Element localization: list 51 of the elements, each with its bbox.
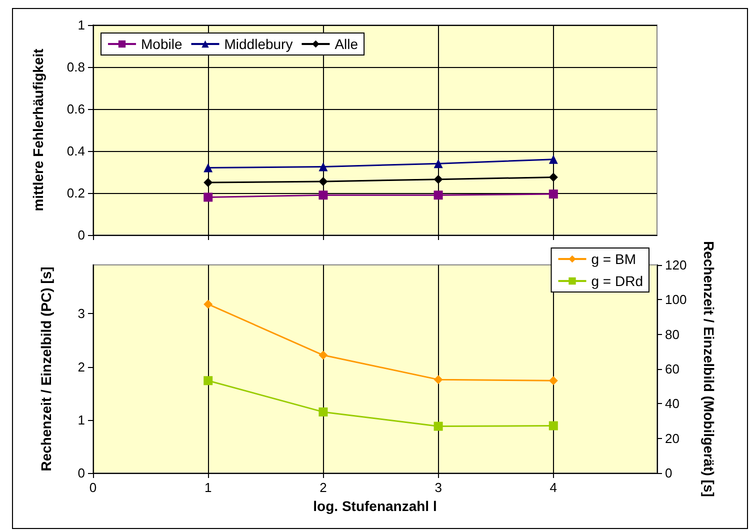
point: [318, 176, 328, 186]
y2-tick-label: 0: [665, 466, 672, 480]
y2-tick-label: 20: [665, 430, 680, 446]
y-tick-label: 0.6: [66, 102, 85, 116]
y-tick-label: 0.8: [66, 60, 85, 74]
point: [204, 192, 213, 202]
y-tick-label: 2: [78, 359, 85, 374]
y-tick-label: 0: [78, 228, 85, 242]
legend-label: g = DRd: [591, 273, 643, 289]
point: [204, 178, 213, 187]
point: [548, 190, 558, 199]
y2-axis-title: Rechenzeit / Einzelbild (Mobilgerät) [s]: [701, 240, 717, 497]
point: [204, 163, 213, 172]
point: [318, 162, 328, 172]
x-tick-label: 2: [320, 480, 327, 495]
legend-label: Middlebury: [224, 36, 293, 52]
y2-tick-label: 80: [665, 326, 680, 342]
y2-tick-label: 100: [665, 292, 687, 308]
point: [434, 375, 443, 384]
x-tick-label: 0: [89, 480, 97, 495]
y2-tick-label: 120: [665, 257, 687, 272]
y-tick-label: 0.4: [66, 144, 85, 158]
y-axis-title: mittlere Fehlerhäufigkeit: [30, 48, 46, 212]
point: [318, 190, 328, 200]
y2-tick-label: 40: [665, 396, 680, 412]
point: [204, 376, 213, 386]
point: [434, 190, 443, 200]
x-tick-label: 3: [434, 480, 442, 495]
point: [318, 350, 328, 360]
point: [548, 172, 558, 182]
legend-label: Mobile: [141, 36, 182, 52]
y-tick-label: 0: [78, 466, 85, 480]
point: [318, 407, 328, 416]
legend-label: Alle: [334, 36, 358, 52]
point: [548, 421, 558, 430]
x-axis-title: log. Stufenanzahl l: [313, 498, 437, 514]
x-tick-label: 1: [204, 480, 212, 495]
legend-label: g = BM: [591, 251, 636, 267]
x-tick-label: 4: [550, 480, 558, 495]
point: [548, 154, 558, 164]
y-axis-title: Rechenzeit / Einzelbild (PC) [s]: [38, 266, 54, 472]
point: [548, 376, 558, 386]
y-tick-label: 1: [78, 18, 85, 32]
y-tick-label: 1: [78, 412, 85, 428]
point: [434, 174, 443, 184]
y2-tick-label: 60: [665, 361, 680, 376]
point: [434, 422, 443, 431]
y-tick-label: 0.2: [66, 186, 85, 200]
y-tick-label: 3: [78, 306, 85, 322]
point: [434, 159, 443, 168]
point: [204, 300, 213, 309]
